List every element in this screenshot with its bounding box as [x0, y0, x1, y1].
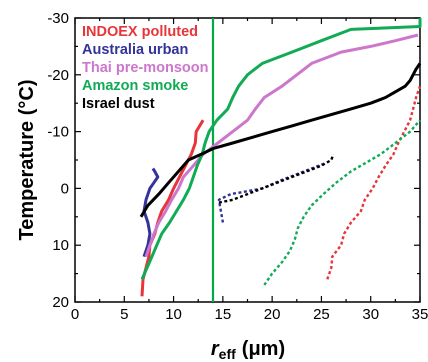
- x-tick-label: 10: [165, 306, 182, 323]
- legend-entry-thai-pre-monsoon: Thai pre-monsoon: [82, 60, 208, 76]
- x-axis-label-symbol: r: [211, 338, 220, 360]
- series-australia-urban-solid: [142, 167, 160, 258]
- series-indoex-polluted-dotted: [326, 85, 422, 280]
- legend-entry-indoex-polluted: INDOEX polluted: [82, 24, 198, 40]
- series-layer: [139, 18, 422, 302]
- x-axis-label-unit: (μm): [242, 338, 285, 360]
- series-israel-dust-solid: [139, 62, 422, 218]
- y-tick-label: 20: [52, 294, 69, 311]
- series-australia-urban-dotted: [217, 161, 327, 223]
- series-israel-dust-dotted: [218, 153, 335, 204]
- x-tick-label: 15: [215, 306, 232, 323]
- x-tick-label: 20: [264, 306, 281, 323]
- series-thai-pre-monsoon-solid: [144, 33, 419, 258]
- x-tick-label: 5: [120, 306, 128, 323]
- legend-entry-australia-urban: Australia urban: [82, 42, 188, 58]
- y-tick-label: -20: [47, 67, 69, 84]
- y-tick-label: 0: [61, 180, 69, 197]
- x-axis-label: reff (μm): [211, 338, 285, 362]
- x-axis-label-subscript: eff: [219, 346, 236, 362]
- y-tick-label: -30: [47, 10, 69, 27]
- x-tick-label: 30: [362, 306, 379, 323]
- axis-ticks: [74, 17, 421, 303]
- legend-entry-israel-dust: Israel dust: [82, 96, 155, 112]
- legend-entry-amazon-smoke: Amazon smoke: [82, 78, 188, 94]
- y-tick-label: -10: [47, 124, 69, 141]
- legend: INDOEX polluted Australia urban Thai pre-m…: [82, 24, 208, 112]
- x-tick-label: 0: [71, 306, 79, 323]
- x-tick-label: 35: [412, 306, 428, 323]
- tick-labels: 0 5 10 15 20 25 30 35 20 10 0 -10 -20 -30: [47, 10, 428, 323]
- y-tick-label: 10: [52, 237, 69, 254]
- series-amazon-smoke-solid: [140, 18, 422, 280]
- x-tick-label: 25: [313, 306, 330, 323]
- series-amazon-smoke-dotted: [263, 119, 421, 286]
- series-indoex-polluted-solid: [140, 119, 205, 297]
- y-axis-label: Temperature (°C): [16, 80, 38, 241]
